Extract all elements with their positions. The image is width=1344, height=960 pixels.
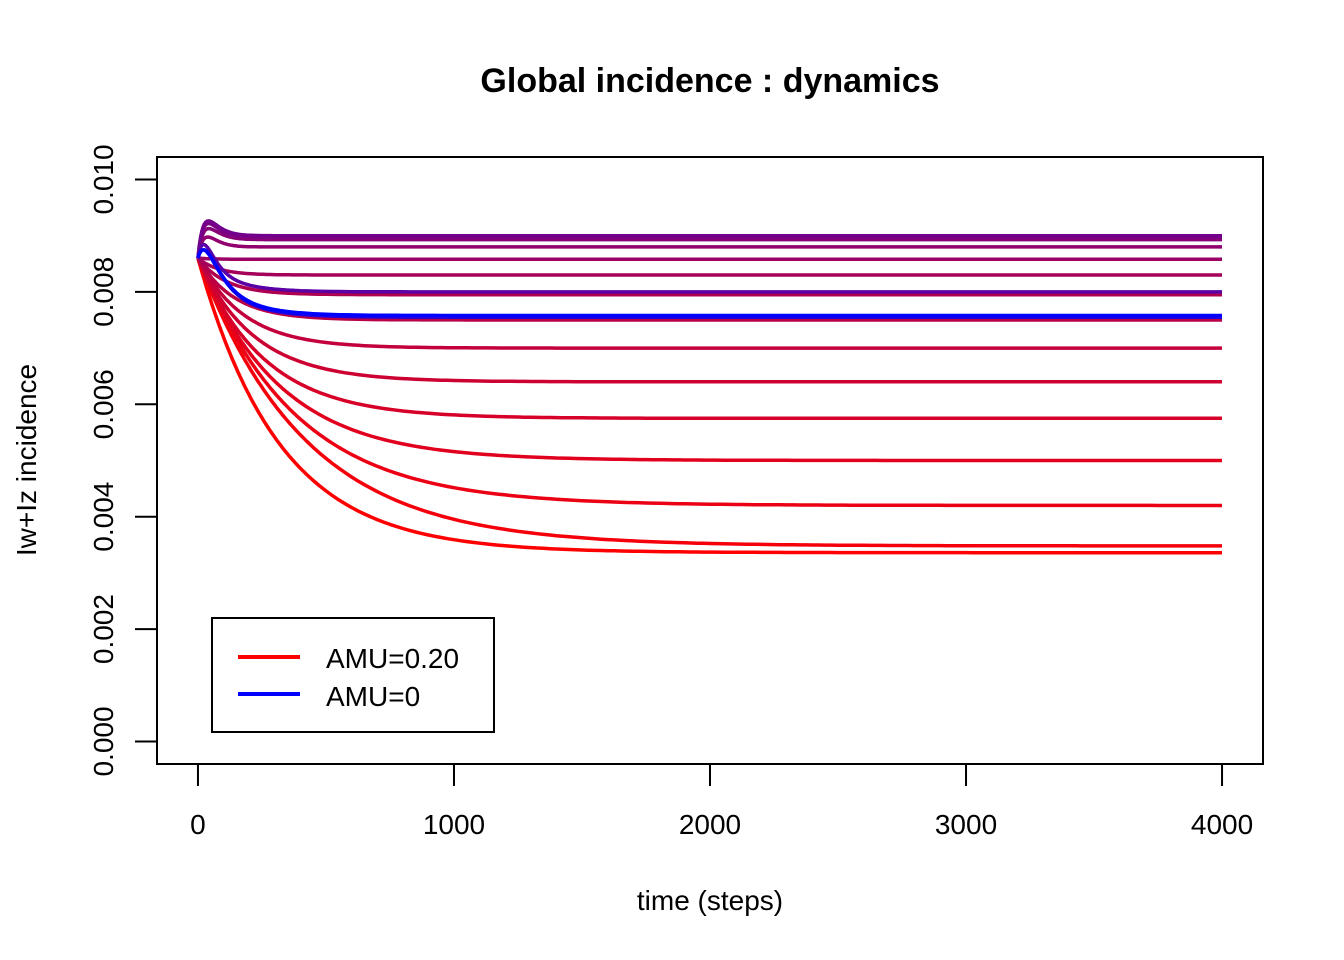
x-tick-label: 3000 — [935, 809, 997, 840]
y-axis: 0.000 0.002 0.004 0.006 0.008 0.010 — [88, 144, 158, 777]
x-tick-label: 1000 — [423, 809, 485, 840]
y-tick-label: 0.000 — [88, 706, 119, 776]
y-tick-label: 0.002 — [88, 594, 119, 664]
series-line-7 — [196, 257, 1222, 322]
series-line-17 — [196, 247, 1222, 318]
y-tick-label: 0.010 — [88, 144, 119, 214]
legend-box — [211, 617, 495, 733]
series-line-14 — [196, 219, 1222, 259]
x-axis-label: time (steps) — [637, 885, 783, 916]
series-line-5 — [196, 257, 1222, 384]
series-line-6 — [196, 257, 1222, 350]
x-tick-label: 0 — [190, 809, 206, 840]
x-tick-label: 4000 — [1191, 809, 1253, 840]
y-tick-label: 0.008 — [88, 257, 119, 327]
legend-label-amu-020: AMU=0.20 — [326, 643, 459, 674]
y-ticks: 0.000 0.002 0.004 0.006 0.008 0.010 — [88, 144, 157, 777]
y-tick-label: 0.006 — [88, 369, 119, 439]
legend-label-amu-0: AMU=0 — [326, 681, 420, 712]
chart-title: Global incidence : dynamics — [480, 62, 939, 100]
legend: AMU=0.20 AMU=0 — [211, 617, 495, 733]
series-line-2 — [196, 257, 1222, 508]
y-tick-label: 0.004 — [88, 482, 119, 552]
series-line-0 — [196, 257, 1222, 555]
series-line-11 — [196, 235, 1222, 259]
series-lines — [196, 219, 1222, 555]
series-line-3 — [196, 257, 1222, 463]
series-line-12 — [196, 226, 1222, 259]
series-line-4 — [196, 257, 1222, 421]
x-axis: 0 1000 2000 3000 4000 — [190, 763, 1253, 840]
x-ticks: 0 1000 2000 3000 4000 — [190, 764, 1253, 840]
series-line-1 — [196, 257, 1222, 548]
series-line-8 — [196, 257, 1222, 297]
series-line-10 — [197, 256, 1222, 262]
x-tick-label: 2000 — [679, 809, 741, 840]
series-line-15 — [196, 242, 1222, 294]
y-axis-label: Iw+Iz incidence — [11, 364, 42, 556]
series-line-9 — [196, 256, 1222, 277]
